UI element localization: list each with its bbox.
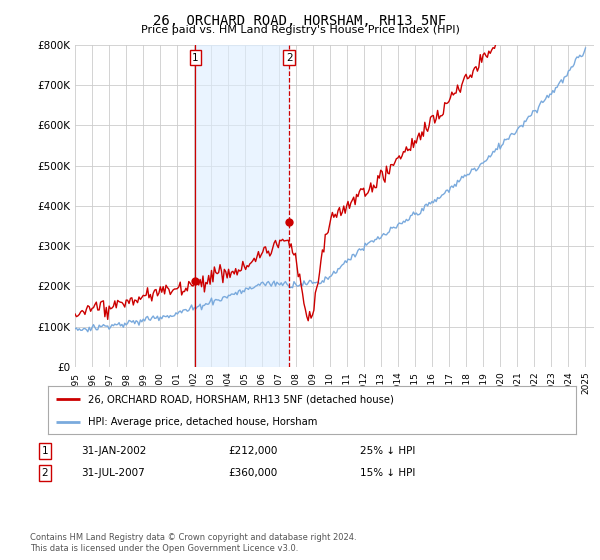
Bar [196, 45, 289, 367]
Text: 31-JAN-2002: 31-JAN-2002 [81, 446, 146, 456]
Text: £360,000: £360,000 [228, 468, 277, 478]
Text: 1: 1 [41, 446, 49, 456]
Text: Contains HM Land Registry data © Crown copyright and database right 2024.
This d: Contains HM Land Registry data © Crown c… [30, 533, 356, 553]
Text: 15% ↓ HPI: 15% ↓ HPI [360, 468, 415, 478]
Text: 2: 2 [41, 468, 49, 478]
Text: £212,000: £212,000 [228, 446, 277, 456]
Text: 2: 2 [286, 53, 292, 63]
Text: Price paid vs. HM Land Registry's House Price Index (HPI): Price paid vs. HM Land Registry's House … [140, 25, 460, 35]
Text: 25% ↓ HPI: 25% ↓ HPI [360, 446, 415, 456]
Text: 26, ORCHARD ROAD, HORSHAM, RH13 5NF: 26, ORCHARD ROAD, HORSHAM, RH13 5NF [154, 14, 446, 28]
Text: 26, ORCHARD ROAD, HORSHAM, RH13 5NF (detached house): 26, ORCHARD ROAD, HORSHAM, RH13 5NF (det… [88, 394, 394, 404]
Text: 31-JUL-2007: 31-JUL-2007 [81, 468, 145, 478]
Text: HPI: Average price, detached house, Horsham: HPI: Average price, detached house, Hors… [88, 417, 317, 427]
Text: 1: 1 [192, 53, 199, 63]
